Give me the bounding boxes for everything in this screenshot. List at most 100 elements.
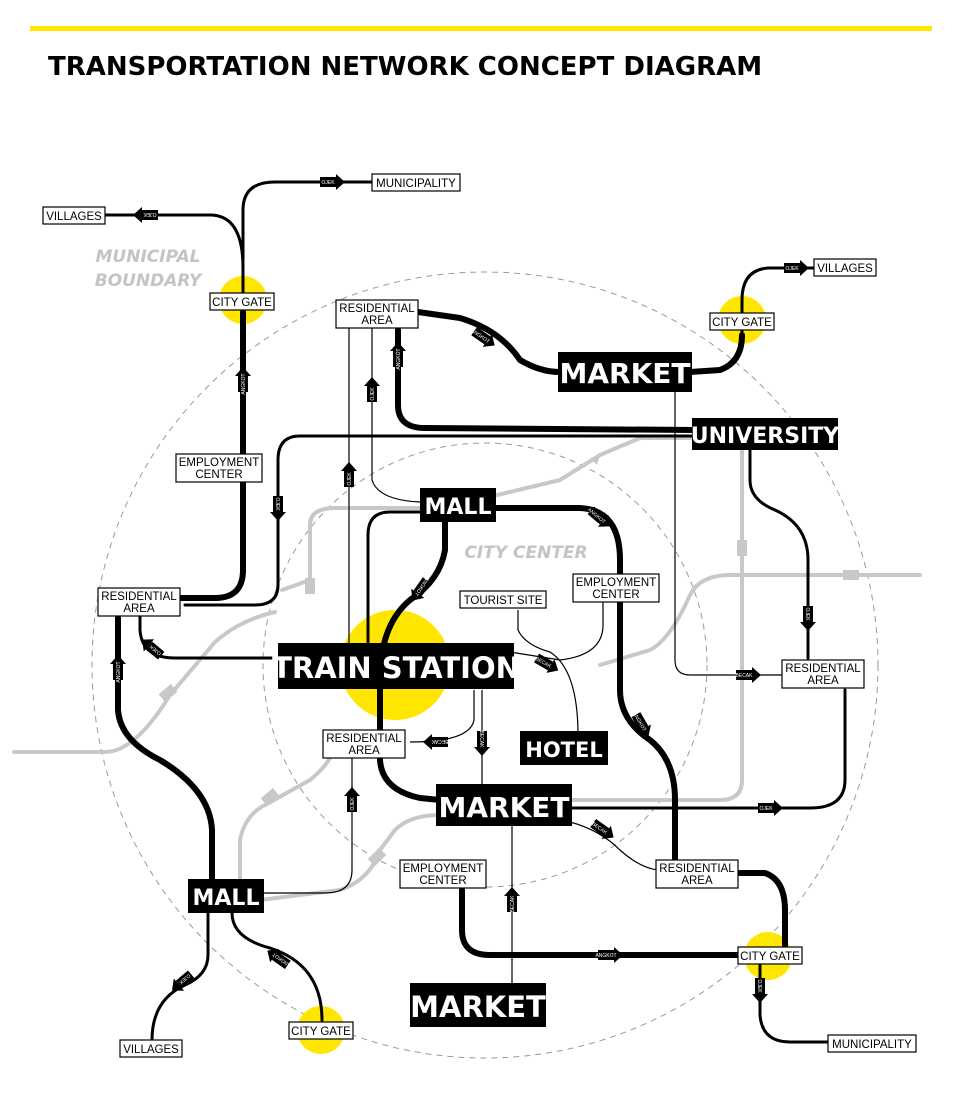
city-center-label: CITY CENTER: [464, 543, 587, 563]
svg-text:RESIDENTIAL: RESIDENTIAL: [785, 663, 861, 675]
minor-node-residential-west[interactable]: RESIDENTIAL AREA: [97, 587, 181, 617]
arrow-mark-ojek-5: OJEK: [341, 462, 357, 487]
svg-text:MALL: MALL: [193, 886, 260, 911]
gate-se-to-municipality: [758, 963, 830, 1044]
station-to-employment: [509, 602, 604, 661]
svg-text:CENTER: CENTER: [419, 875, 466, 887]
svg-text:CENTER: CENTER: [195, 469, 242, 481]
minor-node-tourist-site[interactable]: TOURIST SITE: [459, 590, 547, 609]
minor-node-municipality-se[interactable]: MUNICIPALITY: [827, 1034, 917, 1053]
minor-node-municipality-n[interactable]: MUNICIPALITY: [371, 173, 461, 192]
arrow-label: BECAK: [478, 731, 484, 749]
svg-text:MARKET: MARKET: [410, 990, 546, 1024]
arrow-mark-angkot-1: ANGKOT: [235, 367, 251, 395]
gray-arrow-2: [737, 540, 747, 556]
minor-node-employment-center[interactable]: EMPLOYMENT CENTER: [572, 573, 660, 603]
arrow-mark-ojek-10: OJEK: [758, 800, 783, 816]
municipal-boundary-label-line-2: BOUNDARY: [95, 271, 203, 291]
market-to-residential-east-south: [568, 688, 847, 810]
boundary-rings: [91, 271, 879, 1059]
west-regional-line: [12, 610, 277, 754]
arrow-mark-ojek-9: OJEK: [344, 787, 360, 812]
svg-text:AREA: AREA: [123, 603, 155, 615]
major-node-market-north[interactable]: MARKET: [558, 352, 692, 392]
svg-text:CITY GATE: CITY GATE: [712, 317, 772, 329]
svg-text:VILLAGES: VILLAGES: [817, 263, 873, 275]
residential-north-to-mall: [371, 328, 421, 503]
minor-node-residential-north[interactable]: RESIDENTIAL AREA: [335, 299, 419, 329]
gray-arrow-5: [158, 684, 178, 702]
municipal-boundary-label-line-1: MUNICIPAL: [96, 247, 201, 267]
major-node-hotel[interactable]: HOTEL: [520, 731, 608, 765]
gray-arrow-3: [843, 570, 859, 580]
arrow-label: ANGKOT: [396, 348, 402, 369]
arrow-label: BECAK: [510, 895, 516, 913]
svg-text:VILLAGES: VILLAGES: [123, 1044, 179, 1056]
svg-text:RESIDENTIAL: RESIDENTIAL: [659, 863, 735, 875]
arrow-mark-ojek-3: OJEK: [784, 260, 809, 276]
residential-west-to-mall-southwest: [115, 612, 215, 883]
svg-text:VILLAGES: VILLAGES: [46, 211, 102, 223]
minor-node-villages-nw[interactable]: VILLAGES: [42, 206, 106, 225]
major-node-market-south[interactable]: MARKET: [410, 983, 546, 1027]
gray-arrow-1: [590, 455, 600, 465]
station-to-residential-center: [409, 690, 475, 743]
minor-node-residential-southeast[interactable]: RESIDENTIAL AREA: [655, 859, 739, 889]
svg-text:RESIDENTIAL: RESIDENTIAL: [339, 303, 415, 315]
major-node-mall-southwest[interactable]: MALL: [188, 879, 264, 913]
svg-text:CITY GATE: CITY GATE: [291, 1026, 351, 1038]
svg-text:MARKET: MARKET: [559, 357, 690, 390]
arrow-label: BECAK: [431, 738, 449, 744]
residential-north-to-university: [395, 325, 698, 433]
gray-arrow-7: [367, 847, 387, 867]
minor-node-villages-ne[interactable]: VILLAGES: [813, 258, 877, 277]
university-to-residential-west: [183, 434, 697, 607]
svg-text:EMPLOYMENT: EMPLOYMENT: [576, 577, 657, 589]
university-to-residential-east: [748, 448, 810, 660]
svg-text:UNIVERSITY: UNIVERSITY: [691, 424, 840, 449]
minor-node-residential-east[interactable]: RESIDENTIAL AREA: [781, 659, 865, 689]
major-node-market-center[interactable]: MARKET: [436, 784, 572, 826]
mall-university-link: [483, 436, 702, 500]
minor-node-villages-sw[interactable]: VILLAGES: [119, 1039, 183, 1058]
arrow-mark-angkot-6: ANGKOT: [110, 655, 126, 683]
arrow-label: OJEK: [756, 979, 762, 993]
gate-nw-to-municipality: [241, 180, 374, 302]
minor-node-city-gate-nw[interactable]: CITY GATE: [209, 292, 275, 311]
minor-node-city-gate-s[interactable]: CITY GATE: [288, 1021, 354, 1040]
arrow-label: ANGKOT: [241, 373, 247, 394]
minor-node-city-gate-ne[interactable]: CITY GATE: [709, 312, 775, 331]
svg-text:HOTEL: HOTEL: [525, 738, 602, 762]
gray-arrow-4: [305, 578, 315, 594]
mall-southwest-to-villages: [150, 911, 210, 1042]
arrow-mark-ojek-6: OJEK: [270, 496, 286, 521]
svg-text:MUNICIPALITY: MUNICIPALITY: [832, 1039, 912, 1051]
major-node-train-station[interactable]: TRAIN STATION: [272, 643, 520, 689]
major-node-mall-center[interactable]: MALL: [420, 488, 496, 522]
arrow-label: OJEK: [370, 387, 376, 401]
arrow-label: OJEK: [759, 806, 773, 812]
arrow-label: OJEK: [274, 497, 280, 511]
university-market-link: [568, 438, 744, 802]
arrow-label: OJEK: [143, 211, 157, 217]
arrow-mark-becak-1: BECAK: [534, 653, 559, 673]
southwest-connector: [238, 738, 337, 902]
svg-text:AREA: AREA: [807, 675, 839, 687]
major-node-university[interactable]: UNIVERSITY: [691, 418, 840, 450]
minor-node-employment-west[interactable]: EMPLOYMENT CENTER: [175, 453, 263, 483]
svg-text:RESIDENTIAL: RESIDENTIAL: [326, 733, 402, 745]
arrow-label: OJEK: [804, 607, 810, 621]
arrow-label: OJEK: [347, 472, 353, 486]
minor-node-residential-center[interactable]: RESIDENTIAL AREA: [322, 729, 406, 759]
accent-bar: [30, 26, 932, 31]
minor-node-employment-south[interactable]: EMPLOYMENT CENTER: [399, 859, 487, 889]
municipal-boundary-ring: [91, 271, 879, 1059]
mall-southwest-to-gate-s: [230, 911, 324, 1022]
svg-text:EMPLOYMENT: EMPLOYMENT: [403, 863, 484, 875]
arrow-mark-angkot-3: ANGKOT: [390, 342, 406, 370]
svg-text:MUNICIPALITY: MUNICIPALITY: [376, 178, 456, 190]
arrow-label: ANGKOT: [595, 953, 616, 959]
minor-node-city-gate-se[interactable]: CITY GATE: [737, 946, 803, 965]
gate-nw-to-residential-west: [177, 309, 246, 601]
